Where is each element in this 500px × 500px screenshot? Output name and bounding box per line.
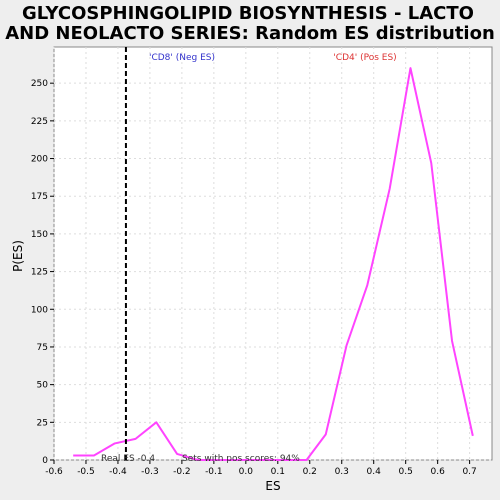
x-tick-label: 0.6	[430, 467, 445, 477]
y-tick-label: 50	[37, 381, 49, 391]
chart-title-line-2: AND NEOLACTO SERIES: Random ES distribut…	[5, 23, 495, 44]
series-line	[73, 67, 474, 461]
x-tick-label: -0.4	[109, 467, 127, 477]
x-tick-label: 0.5	[399, 467, 413, 477]
x-tick-label: 0.4	[367, 467, 382, 477]
y-tick-label: 200	[31, 155, 48, 165]
y-tick-label: 125	[31, 268, 48, 278]
x-tick-label: -0.6	[45, 467, 63, 477]
x-tick-label: -0.3	[141, 467, 159, 477]
real-es-label: Real ES -0.4	[101, 454, 155, 464]
plot-area	[53, 46, 493, 461]
y-tick-label: 250	[31, 79, 48, 89]
x-tick-label: -0.5	[77, 467, 95, 477]
neg-es-label: 'CD8' (Neg ES)	[149, 53, 215, 63]
series-layer	[73, 67, 474, 461]
y-axis-label: P(ES)	[11, 240, 25, 272]
y-tick-label: 100	[31, 305, 48, 315]
x-tick-label: 0.1	[271, 467, 285, 477]
y-tick-label: 225	[31, 117, 48, 127]
grid	[53, 47, 492, 461]
x-tick-label: 0.3	[335, 467, 349, 477]
axis-ticks: 0 25 50 75 100 125 150 175 200 225 250 -0.6 -0.5 -0.4…	[31, 79, 477, 477]
x-tick-label: -0.1	[205, 467, 223, 477]
y-tick-label: 150	[31, 230, 48, 240]
chart-title-line-1: GLYCOSPHINGOLIPID BIOSYNTHESIS - LACTO	[22, 3, 474, 24]
x-tick-label: 0.0	[239, 467, 254, 477]
x-tick-label: 0.2	[303, 467, 317, 477]
x-tick-label: 0.7	[462, 467, 476, 477]
pos-scores-footnote: Sets with pos scores: 94%	[182, 454, 300, 464]
y-tick-label: 75	[37, 343, 48, 353]
x-axis-label: ES	[265, 479, 280, 493]
y-tick-label: 25	[37, 418, 48, 428]
pos-es-label: 'CD4' (Pos ES)	[333, 53, 396, 63]
y-tick-label: 175	[31, 192, 48, 202]
y-tick-label: 0	[42, 456, 48, 466]
x-tick-label: -0.2	[173, 467, 191, 477]
